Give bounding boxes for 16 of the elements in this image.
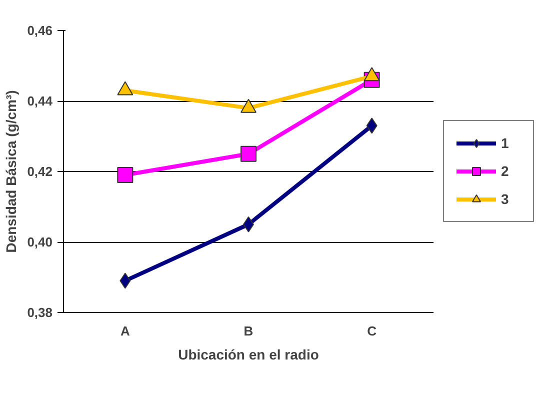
legend-label: 1 (501, 135, 510, 151)
y-tick-label: 0,42 (27, 164, 53, 179)
x-tick-label: A (120, 324, 130, 338)
x-tick-label: B (244, 324, 254, 338)
x-tick-label: C (367, 324, 378, 338)
point (240, 146, 256, 162)
legend-label: 3 (501, 191, 510, 207)
y-tick-label: 0,44 (27, 94, 54, 108)
y-tick-label: 0,46 (27, 23, 53, 38)
point (364, 67, 380, 82)
legend-label: 2 (501, 163, 510, 179)
y-tick-label: 0,38 (27, 305, 53, 320)
point (117, 167, 134, 184)
x-axis-title: Ubicación en el radio (178, 346, 319, 362)
y-tick-label: 0,40 (27, 234, 53, 250)
y-axis-title: Densidad Básica (g/cm³) (3, 90, 20, 253)
